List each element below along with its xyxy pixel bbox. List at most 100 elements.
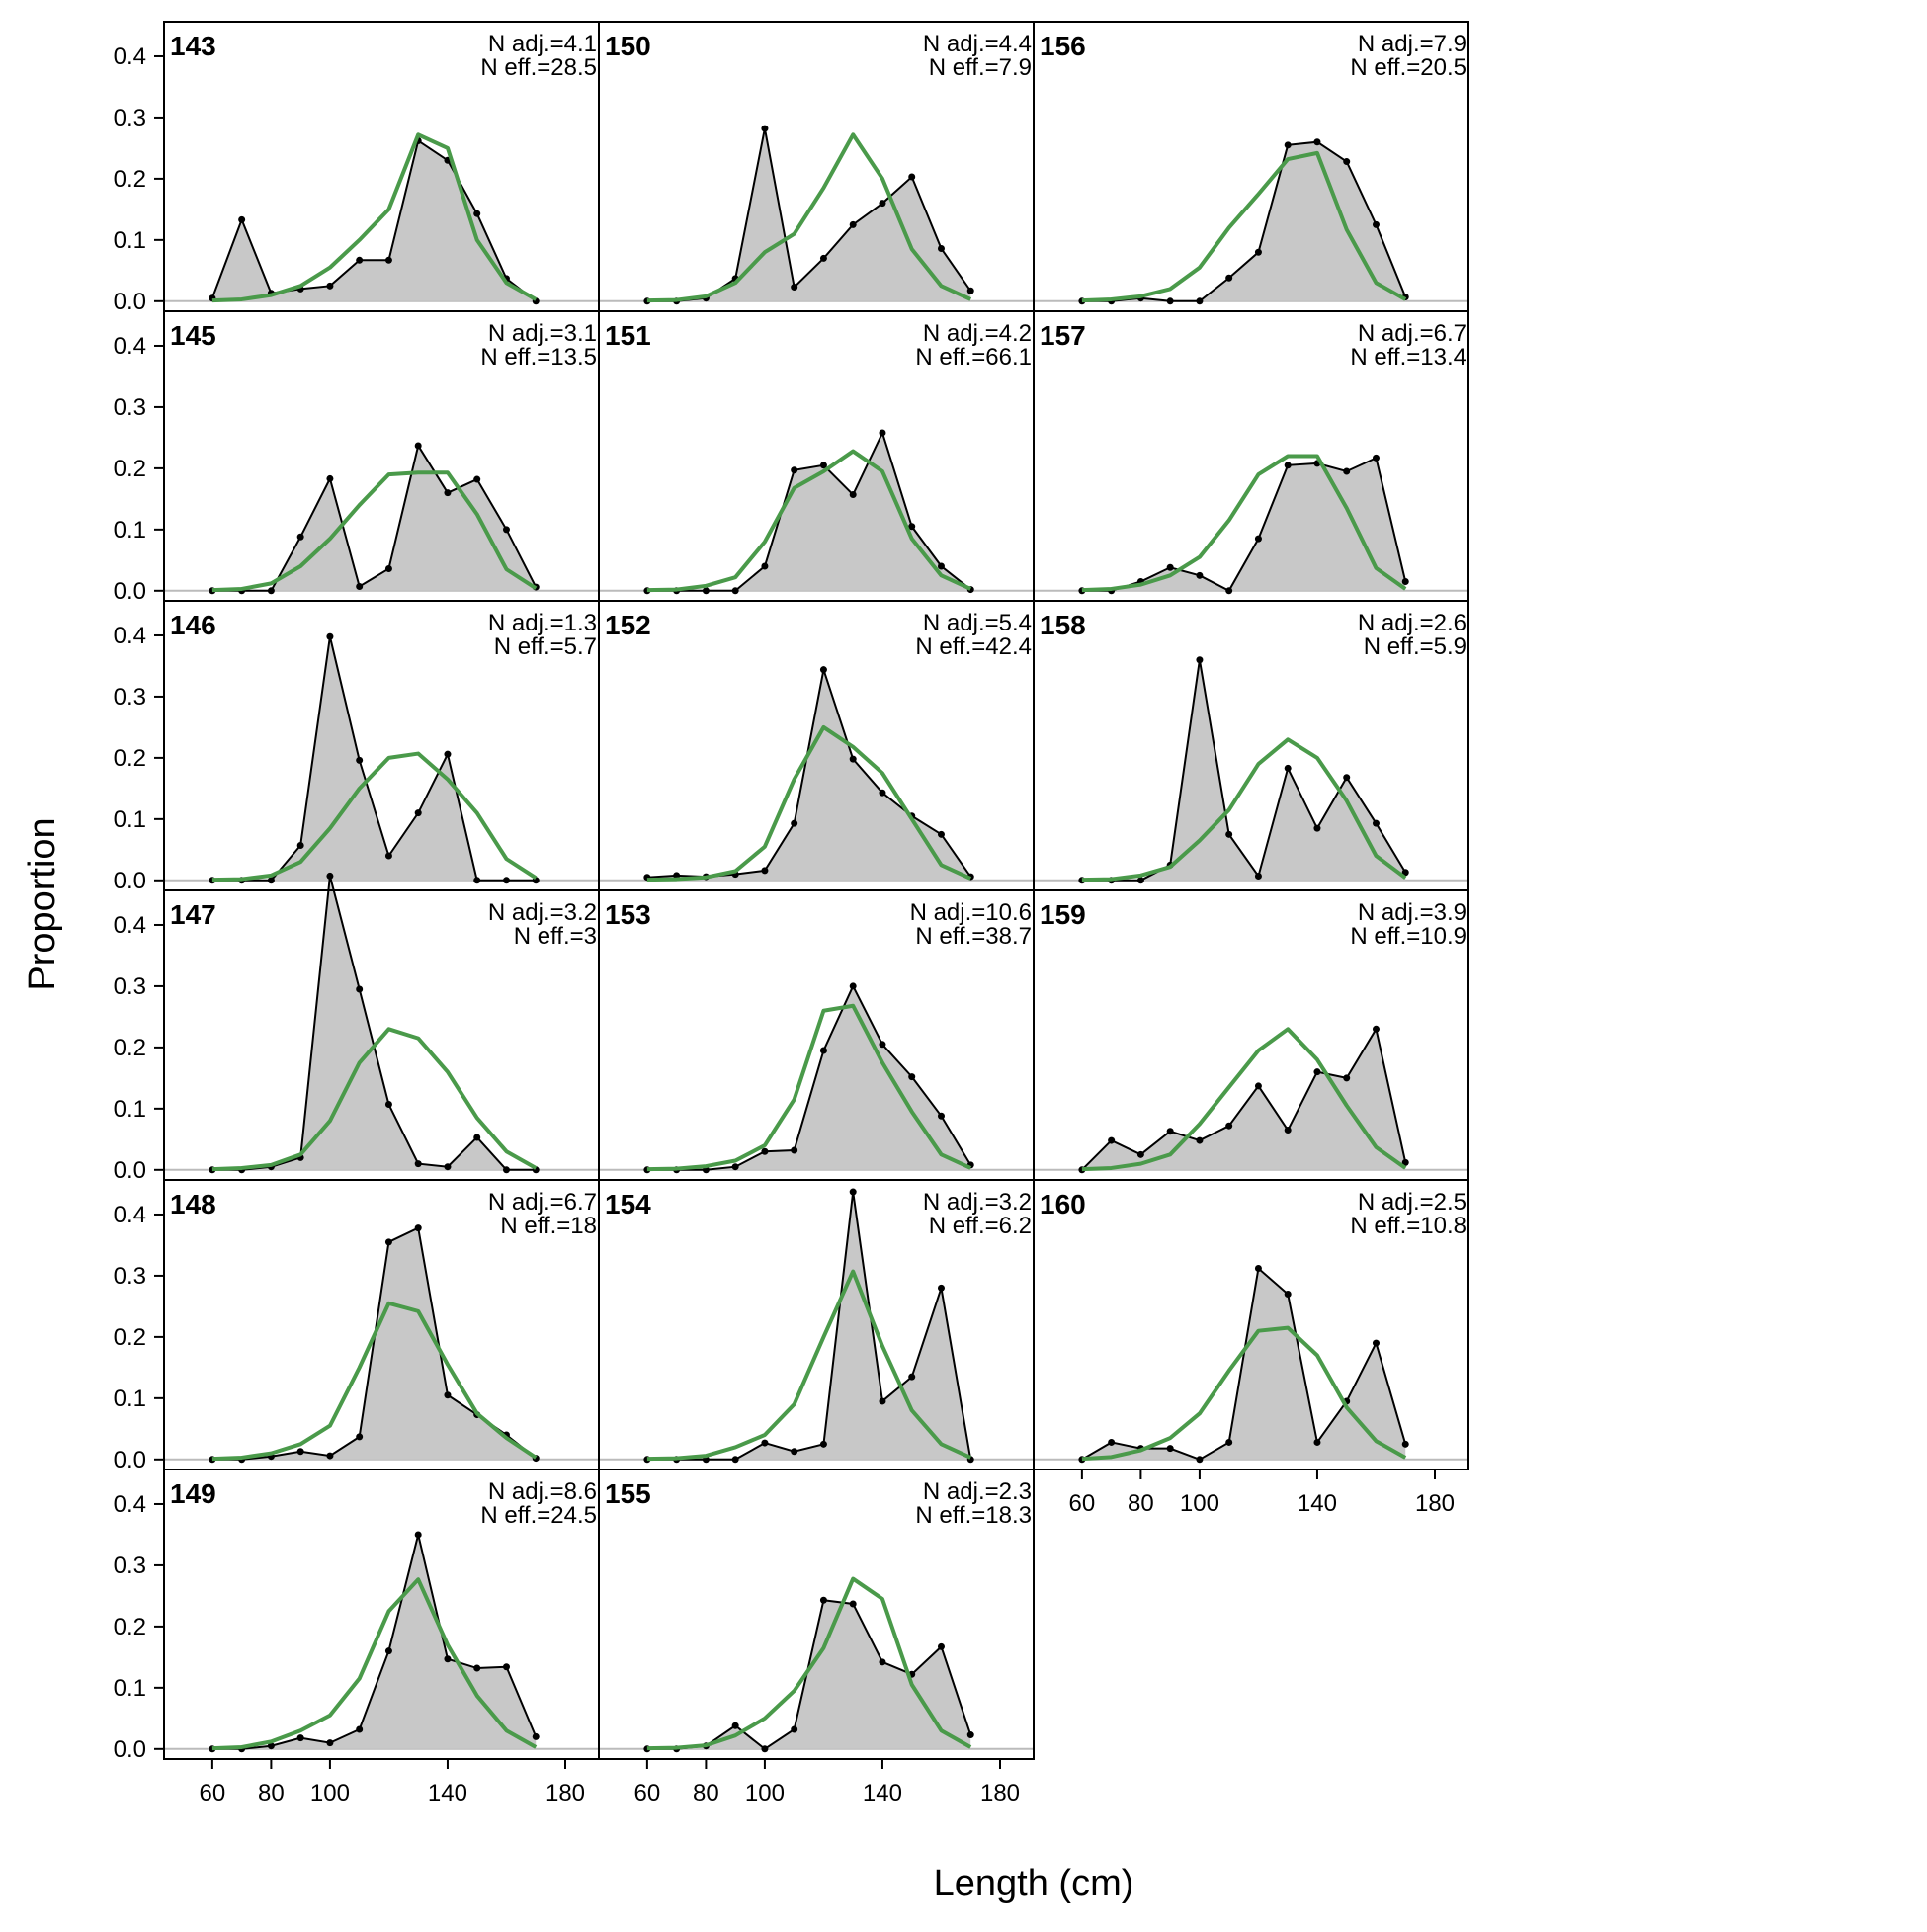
expected-line bbox=[1081, 150, 1407, 303]
n-adj-label: N adj.=3.2 bbox=[923, 1189, 1032, 1216]
observed-area bbox=[646, 985, 971, 1170]
n-eff-label: N eff.=10.8 bbox=[1350, 1213, 1466, 1239]
observed-point-140 bbox=[879, 429, 886, 437]
observed-point-140 bbox=[879, 789, 886, 797]
panel-155: 155 N adj.=2.3N eff.=18.3 60 80 100 140 180 bbox=[598, 1469, 1035, 1806]
observed-point-130 bbox=[849, 491, 857, 499]
panel-label: 147 bbox=[170, 899, 216, 930]
expected-line bbox=[211, 1027, 538, 1172]
x-tick-label: 180 bbox=[545, 1780, 585, 1806]
observed-point-100 bbox=[326, 632, 334, 640]
n-adj-label: N adj.=6.7 bbox=[488, 1189, 597, 1216]
n-adj-label: N adj.=7.9 bbox=[1358, 31, 1466, 57]
observed-line bbox=[211, 443, 538, 592]
n-eff-label: N eff.=13.4 bbox=[1350, 344, 1466, 371]
n-eff-label: N eff.=20.5 bbox=[1350, 54, 1466, 81]
n-adj-label: N adj.=3.9 bbox=[1358, 899, 1466, 926]
n-eff-label: N eff.=7.9 bbox=[929, 54, 1032, 81]
observed-point-120 bbox=[384, 1647, 392, 1655]
n-eff-label: N eff.=5.7 bbox=[494, 633, 597, 660]
observed-point-140 bbox=[1313, 1438, 1321, 1446]
panel-153: 153 N adj.=10.6N eff.=38.7 bbox=[598, 889, 1035, 1181]
n-adj-label: N adj.=4.1 bbox=[488, 31, 597, 57]
y-tick-label: 0.1 bbox=[114, 1675, 146, 1702]
observed-line bbox=[211, 1534, 538, 1750]
y-tick-label: 0.2 bbox=[114, 745, 146, 772]
observed-area bbox=[1081, 659, 1406, 881]
observed-point-170 bbox=[1401, 1440, 1409, 1448]
observed-point-110 bbox=[1225, 830, 1233, 838]
y-tick-label: 0.0 bbox=[114, 289, 146, 315]
panel-148: 148 N adj.=6.7N eff.=18 0.0 0.1 0.2 0.3 0.4 bbox=[114, 1179, 600, 1473]
n-eff-label: N eff.=6.2 bbox=[929, 1213, 1032, 1239]
x-tick-label: 140 bbox=[863, 1780, 902, 1806]
y-tick-label: 0.4 bbox=[114, 333, 146, 360]
observed-point-130 bbox=[1284, 462, 1292, 469]
observed-area bbox=[646, 432, 971, 591]
observed-point-160 bbox=[502, 1166, 510, 1174]
panel-label: 157 bbox=[1040, 320, 1086, 351]
panel-151: 151 N adj.=4.2N eff.=66.1 bbox=[598, 310, 1035, 602]
observed-point-90 bbox=[296, 841, 304, 849]
observed-point-90 bbox=[731, 587, 739, 595]
observed-point-130 bbox=[849, 755, 857, 763]
observed-point-140 bbox=[879, 1658, 886, 1666]
observed-point-140 bbox=[444, 1391, 452, 1399]
observed-line bbox=[646, 983, 972, 1171]
observed-point-160 bbox=[502, 877, 510, 884]
observed-point-140 bbox=[1313, 138, 1321, 146]
observed-point-120 bbox=[1254, 535, 1262, 543]
y-tick-label: 0.3 bbox=[114, 1553, 146, 1579]
y-tick-label: 0.3 bbox=[114, 394, 146, 421]
observed-point-150 bbox=[908, 523, 916, 531]
observed-point-150 bbox=[473, 1664, 481, 1672]
panel-label: 159 bbox=[1040, 899, 1086, 930]
observed-point-110 bbox=[791, 284, 798, 292]
observed-point-130 bbox=[414, 1160, 422, 1168]
observed-point-160 bbox=[937, 245, 945, 253]
observed-point-100 bbox=[761, 562, 769, 570]
x-tick-label: 140 bbox=[1298, 1490, 1337, 1517]
panel-label: 160 bbox=[1040, 1189, 1086, 1219]
observed-point-120 bbox=[819, 666, 827, 674]
observed-point-120 bbox=[819, 254, 827, 262]
observed-point-170 bbox=[532, 1732, 540, 1740]
observed-point-110 bbox=[1225, 1438, 1233, 1446]
panel-label: 149 bbox=[170, 1478, 216, 1509]
observed-point-110 bbox=[356, 985, 364, 993]
observed-point-110 bbox=[356, 756, 364, 764]
n-adj-label: N adj.=4.4 bbox=[923, 31, 1032, 57]
observed-point-100 bbox=[1196, 297, 1204, 305]
observed-area bbox=[1081, 458, 1406, 591]
observed-point-130 bbox=[1284, 1127, 1292, 1134]
observed-point-160 bbox=[937, 830, 945, 838]
observed-point-100 bbox=[761, 1745, 769, 1753]
observed-point-90 bbox=[731, 1722, 739, 1729]
y-tick-label: 0.2 bbox=[114, 1614, 146, 1640]
expected-line bbox=[211, 470, 538, 593]
observed-point-100 bbox=[761, 1147, 769, 1155]
x-tick-label: 80 bbox=[1128, 1490, 1154, 1517]
observed-point-90 bbox=[1166, 1128, 1174, 1135]
observed-point-150 bbox=[473, 877, 481, 884]
n-eff-label: N eff.=10.9 bbox=[1350, 923, 1466, 950]
observed-point-80 bbox=[267, 587, 275, 595]
observed-line bbox=[1081, 456, 1407, 593]
expected-line bbox=[646, 1576, 972, 1751]
observed-point-130 bbox=[414, 1531, 422, 1539]
observed-point-170 bbox=[966, 1731, 974, 1739]
observed-line bbox=[1081, 1026, 1407, 1171]
observed-area bbox=[211, 636, 537, 881]
observed-point-100 bbox=[326, 1739, 334, 1747]
observed-point-110 bbox=[791, 1448, 798, 1456]
expected-line bbox=[1081, 1325, 1407, 1462]
observed-line bbox=[1081, 1266, 1407, 1461]
y-tick-label: 0.4 bbox=[114, 1491, 146, 1518]
observed-point-140 bbox=[444, 1655, 452, 1663]
panel-label: 154 bbox=[605, 1189, 651, 1219]
n-adj-label: N adj.=5.4 bbox=[923, 610, 1032, 636]
n-eff-label: N eff.=38.7 bbox=[915, 923, 1032, 950]
observed-point-90 bbox=[296, 533, 304, 541]
y-tick-label: 0.3 bbox=[114, 684, 146, 711]
